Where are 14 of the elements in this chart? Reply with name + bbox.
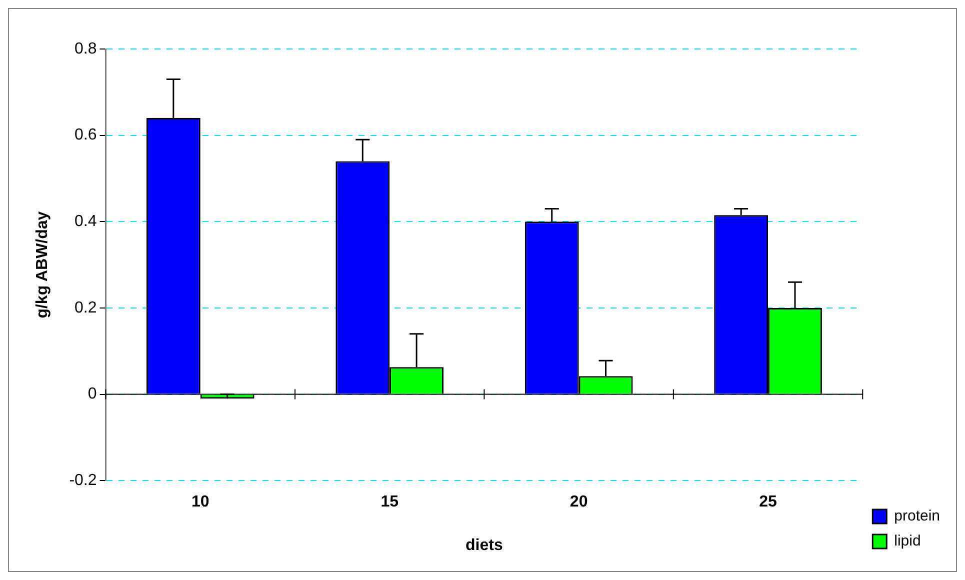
y-tick-label: 0.6 [74,126,97,144]
x-axis-title: diets [466,536,503,554]
y-tick-label: -0.2 [69,472,97,490]
y-tick-label: 0.8 [74,40,97,58]
x-tick-label: 10 [191,494,210,511]
y-tick-label: 0.2 [74,299,97,316]
y-tick-label: 0.4 [74,213,97,230]
y-axis-title: g/kg ABW/day [34,211,52,318]
legend-label: lipid [894,532,921,550]
x-tick-label: 15 [380,494,399,511]
x-tick-label: 25 [759,494,778,511]
legend-label: protein [894,508,940,525]
y-tick-label: 0 [88,386,97,403]
x-tick-label: 20 [570,494,588,511]
